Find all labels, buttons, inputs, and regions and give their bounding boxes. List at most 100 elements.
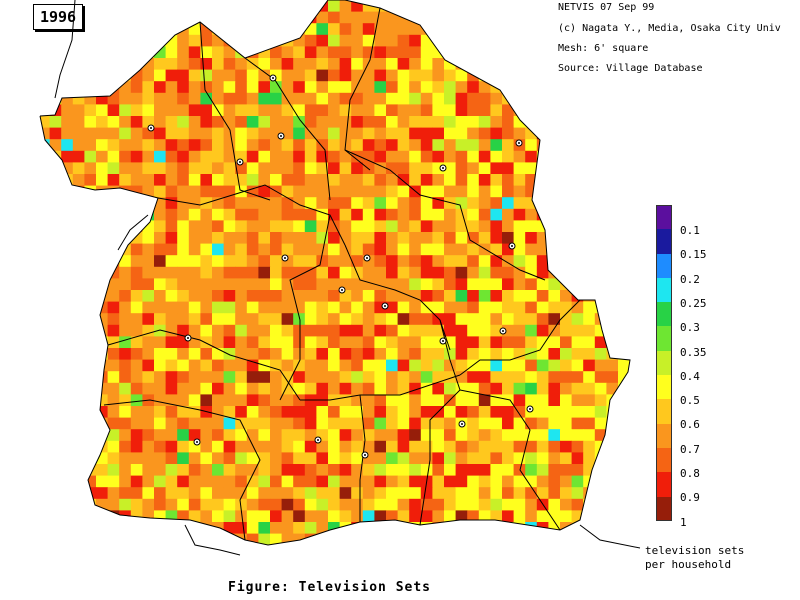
mesh-cell (455, 69, 468, 82)
mesh-cell (96, 220, 108, 233)
mesh-cell (165, 359, 178, 372)
mesh-cell (49, 46, 62, 59)
mesh-cell (351, 185, 364, 198)
mesh-cell (594, 336, 607, 349)
mesh-cell (455, 324, 468, 337)
mesh-cell (339, 58, 352, 70)
mesh-cell (490, 127, 503, 140)
mesh-cell (386, 150, 398, 163)
mesh-cell (536, 278, 549, 291)
mesh-cell (131, 545, 143, 557)
town-marker-dot (239, 161, 241, 163)
mesh-cell (583, 557, 595, 569)
mesh-cell (432, 371, 445, 384)
mesh-cell (246, 313, 259, 326)
mesh-cell (432, 232, 445, 244)
mesh-cell (606, 440, 619, 453)
mesh-cell (351, 208, 364, 221)
mesh-cell (49, 278, 62, 291)
mesh-cell (536, 58, 549, 70)
mesh-cell (281, 452, 294, 465)
mesh-cell (188, 371, 201, 384)
mesh-cell (386, 174, 398, 186)
border-line (107, 329, 301, 401)
mesh-cell (61, 429, 74, 442)
mesh-cell (629, 487, 630, 500)
mesh-cell (479, 557, 491, 569)
mesh-cell (478, 150, 491, 163)
mesh-cell (61, 406, 74, 418)
mesh-cell (142, 557, 154, 569)
mesh-cell (363, 557, 375, 569)
mesh-cell (293, 382, 306, 395)
mesh-cell (618, 69, 630, 82)
mesh-cell (328, 324, 340, 337)
mesh-cell (304, 475, 317, 488)
mesh-cell (409, 533, 422, 545)
mesh-cell (316, 58, 329, 70)
mesh-cell (49, 139, 62, 152)
mesh-cell (270, 208, 282, 221)
mesh-cell (362, 359, 375, 372)
mesh-cell (328, 255, 340, 268)
mesh-cell (571, 336, 584, 349)
mesh-cell (270, 313, 282, 326)
mesh-cell (502, 197, 514, 210)
mesh-cell (96, 255, 108, 268)
mesh-cell (328, 475, 340, 488)
mesh-cell (536, 0, 549, 12)
mesh-cell (177, 533, 190, 545)
mesh-cell (374, 545, 386, 557)
mesh-cell (478, 220, 491, 233)
mesh-cell (61, 127, 74, 140)
mesh-cell (177, 116, 190, 128)
mesh-cell (258, 301, 271, 314)
mesh-cell (420, 266, 433, 279)
mesh-cell (84, 197, 97, 210)
mesh-cell (246, 440, 259, 453)
mesh-cell (212, 185, 224, 198)
mesh-cell (629, 475, 630, 488)
mesh-cell (188, 0, 201, 12)
mesh-cell (560, 475, 572, 488)
mesh-cell (571, 475, 584, 488)
mesh-cell (293, 278, 306, 291)
mesh-cell (409, 174, 422, 186)
mesh-cell (130, 348, 143, 360)
mesh-cell (536, 324, 549, 337)
mesh-cell (374, 557, 386, 569)
mesh-cell (258, 475, 271, 488)
mesh-cell (339, 220, 352, 233)
town-marker-dot (366, 257, 368, 259)
mesh-cell (119, 406, 132, 418)
mesh-cell (629, 11, 630, 24)
mesh-cell (119, 371, 132, 384)
mesh-cell (444, 324, 456, 337)
mesh-cell (328, 406, 340, 418)
mesh-cell (246, 11, 259, 24)
mesh-cell (316, 185, 329, 198)
mesh-cell (235, 92, 248, 105)
mesh-cell (560, 313, 572, 326)
mesh-cell (490, 116, 503, 128)
mesh-cell (339, 371, 352, 384)
mesh-cell (61, 46, 74, 59)
mesh-cell (316, 475, 329, 488)
mesh-cell (374, 150, 387, 163)
mesh-cell (84, 92, 97, 105)
mesh-cell (444, 266, 456, 279)
mesh-cell (49, 220, 62, 233)
town-marker-dot (442, 340, 444, 342)
mesh-cell (165, 81, 178, 94)
mesh-cell (84, 174, 97, 186)
mesh-cell (630, 557, 642, 569)
mesh-cell (444, 301, 456, 314)
mesh-cell (583, 394, 596, 407)
mesh-cell (200, 185, 213, 198)
mesh-cell (351, 475, 364, 488)
mesh-cell (374, 406, 387, 418)
mesh-cell (96, 487, 108, 500)
mesh-cell (304, 0, 317, 12)
mesh-cell (72, 162, 85, 175)
mesh-cell (84, 58, 97, 70)
